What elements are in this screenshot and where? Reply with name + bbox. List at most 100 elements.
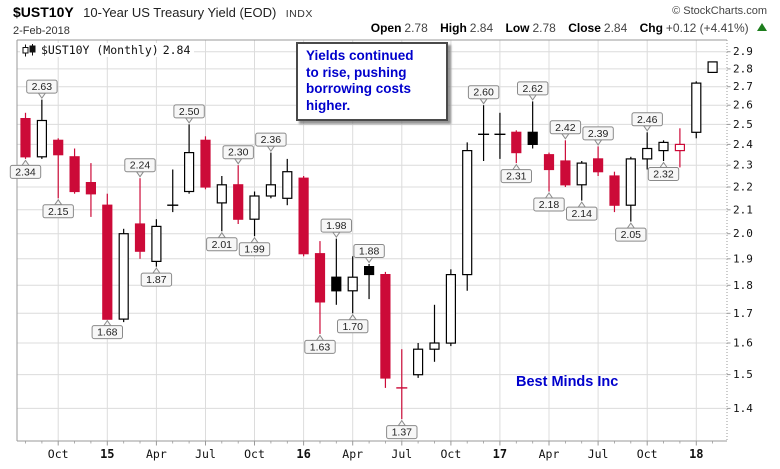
callout-price-text: 2.32 [653,169,674,181]
candle [20,112,31,159]
candle [445,269,456,347]
candle [396,349,408,420]
candle [527,101,538,149]
candle [167,169,179,213]
x-axis-label: 15 [100,447,114,461]
candle [511,130,522,164]
y-axis-label: 1.8 [733,279,753,292]
candle [380,271,391,388]
annotation-line: Yields continued [306,48,414,63]
callout-price-text: 2.63 [32,81,53,93]
candle [658,140,669,161]
y-axis-label: 1.4 [733,402,753,415]
y-axis-label: 2.9 [733,45,753,58]
x-axis-label: Oct [48,447,69,461]
symbol-ticker: $UST10Y [13,4,74,20]
price-callout: 1.87 [140,267,173,287]
watermark-best-minds: Best Minds Inc [516,374,619,390]
chg-value: +0.12 (+4.41%) [665,21,749,35]
candle [609,171,620,213]
price-callout: 1.88 [353,244,385,264]
y-axis-label: 2.8 [733,62,753,75]
low-label: Low [505,21,530,35]
callout-price-text: 2.05 [621,229,642,241]
candle [151,219,162,267]
x-axis-labels: Oct 15 Apr Jul Oct 16 Apr Jul Oct 17 Apr Jul Oct 18 [48,447,704,461]
candle [413,343,424,378]
candle [118,228,129,323]
close-value: 2.84 [603,21,628,35]
ohlc-strip: Open 2.78 High 2.84 Low 2.78 Close 2.84 Chg +… [362,21,767,35]
callout-price-text: 2.62 [522,83,543,95]
y-axis-label: 2.4 [733,138,753,151]
high-label: High [440,21,467,35]
callout-price-text: 2.18 [539,199,560,211]
callout-price-text: 2.60 [473,87,494,99]
x-axis-label: 17 [493,447,507,461]
price-callout: 2.32 [647,161,680,181]
callout-price-text: 2.34 [15,166,36,178]
x-axis-label: Oct [441,447,462,461]
candle [102,193,113,320]
callout-price-text: 1.99 [244,244,265,256]
price-callout: 2.46 [631,112,663,132]
candle [314,241,326,334]
y-axis-label: 2.5 [733,118,753,131]
callout-price-text: 1.87 [146,274,167,286]
callout-price-text: 2.36 [261,134,282,146]
price-callout: 2.24 [124,158,156,178]
x-axis-label: Apr [342,447,363,461]
y-axis-label: 2.1 [733,203,753,216]
price-callout: 2.05 [615,222,647,242]
x-axis-label: Apr [539,447,560,461]
candle [478,105,490,161]
candle [543,152,555,192]
callout-price-text: 1.68 [97,327,118,339]
x-axis-label: Jul [195,447,216,461]
annotation-line: to rise, pushing [306,64,407,80]
price-callout: 2.14 [566,201,598,221]
candle [85,163,97,217]
plot-border [16,39,731,446]
candle [36,99,48,159]
header-row-quote: 2-Feb-2018 Open 2.78 High 2.84 Low 2.78 Clo… [13,21,767,39]
price-callout: 2.36 [255,132,287,152]
callout-price-text: 2.30 [228,147,249,159]
open-value: 2.78 [404,21,428,35]
price-callout: 2.31 [500,163,533,184]
high-value: 2.84 [469,21,494,35]
candle [429,304,440,362]
callout-price-text: 2.24 [130,160,151,172]
price-callout: 2.30 [222,145,254,165]
price-callouts: 2.34 2.63 2.15 1.68 2.24 1.87 2.50 2.01 2.30 1.99… [9,79,680,440]
candle [560,140,571,187]
price-callout: 2.63 [26,79,58,99]
candle [462,142,473,291]
candlestick-chart-type-icon [22,43,36,56]
annotation-line: borrowing costs [306,81,412,96]
change-up-triangle-icon [757,23,767,31]
open-label: Open [370,21,402,35]
callout-price-text: 1.88 [359,246,380,258]
callout-price-text: 2.31 [506,171,527,183]
x-axis-label: Oct [244,447,265,461]
price-callout: 2.50 [173,104,205,124]
annotation-callout-box: Yields continued to rise, pushing borrow… [296,42,448,121]
candle [707,61,718,74]
annotation-line: higher. [306,97,351,113]
y-axis-label: 2.3 [733,159,753,172]
callout-price-text: 2.14 [571,208,592,220]
candle [642,132,653,170]
price-callout: 2.39 [582,126,614,146]
x-axis-label: 16 [296,447,310,461]
x-axis-label: Oct [637,447,658,461]
candle [282,158,293,206]
candle [69,148,80,194]
symbol-name: 10-Year US Treasury Yield (EOD) [83,5,277,20]
candle [265,152,276,199]
candle [331,238,342,305]
price-callout: 1.68 [91,319,123,340]
price-callout: 2.62 [517,81,549,101]
